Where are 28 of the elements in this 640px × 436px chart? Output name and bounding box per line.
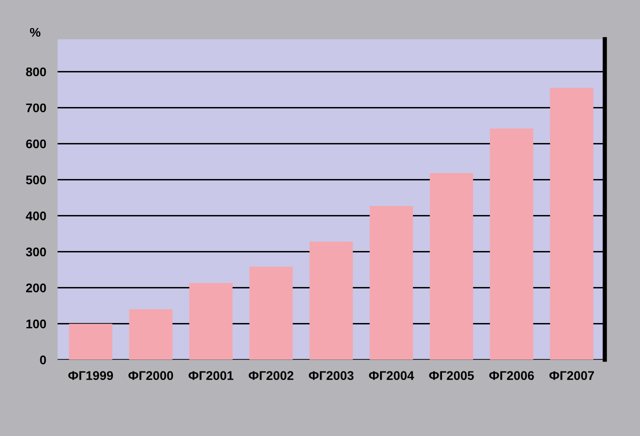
bar [310, 242, 353, 360]
x-tick-label: ФГ2007 [549, 371, 594, 380]
bar [430, 173, 474, 360]
x-tick-label: ФГ2000 [128, 371, 174, 380]
y-tick-label: 0 [40, 356, 46, 364]
y-tick-label: 800 [26, 67, 46, 76]
bar [129, 309, 172, 360]
x-tick-label: ФГ2003 [308, 371, 354, 380]
x-tick-label: ФГ1999 [68, 371, 113, 380]
bar [550, 88, 594, 360]
bar [69, 324, 112, 360]
bar [490, 128, 534, 360]
y-tick-label: 200 [26, 283, 46, 292]
x-tick-label: ФГ2004 [368, 371, 414, 380]
y-tick-label: 400 [26, 211, 46, 220]
bar [370, 206, 413, 360]
y-tick-label: 300 [26, 247, 46, 256]
x-tick-label: ФГ2001 [188, 371, 234, 380]
x-tick-label: ФГ2002 [248, 371, 294, 380]
y-tick-label: 600 [26, 139, 46, 148]
x-tick-label: ФГ2006 [489, 371, 534, 380]
x-tick-label: ФГ2005 [429, 371, 474, 380]
y-tick-label: 500 [26, 175, 46, 184]
bar [249, 266, 293, 360]
y-tick-label: 700 [26, 103, 46, 112]
bar [189, 283, 233, 360]
y-tick-label: 100 [26, 319, 46, 328]
y-axis-title: % [30, 28, 40, 37]
